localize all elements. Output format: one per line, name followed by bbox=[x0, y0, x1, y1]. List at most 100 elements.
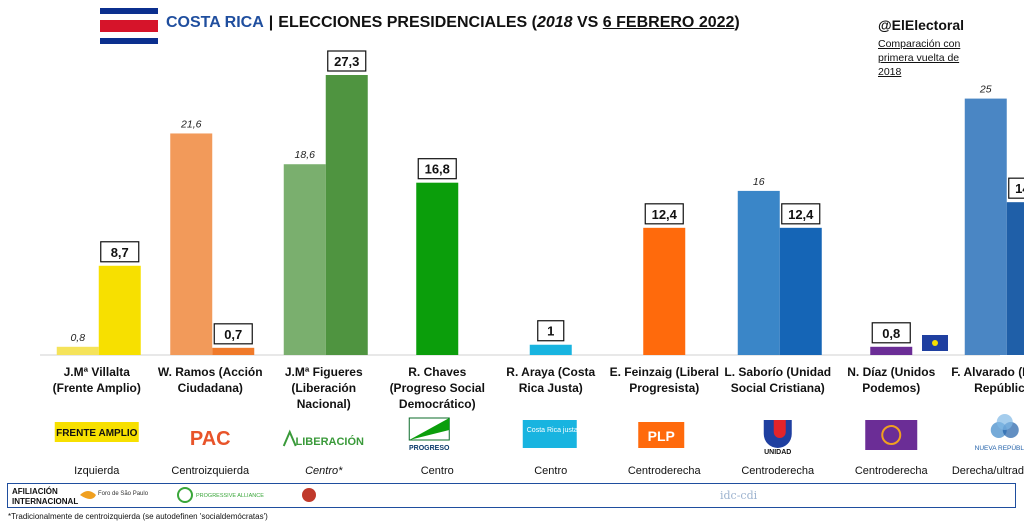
value-label-box bbox=[213, 323, 253, 345]
candidate-label: Nacional) bbox=[297, 397, 351, 411]
bar-2022 bbox=[212, 347, 255, 355]
bar-2022 bbox=[870, 346, 913, 355]
value-label-box bbox=[781, 203, 821, 225]
brand-subtitle: Comparación con primera vuelta de 2018 bbox=[878, 38, 961, 78]
value-label-box bbox=[644, 203, 684, 225]
costa-rica-flag bbox=[100, 8, 158, 44]
candidate-label: Podemos) bbox=[862, 381, 920, 395]
podemos-circle-icon bbox=[881, 425, 902, 445]
candidate-label: (Liberación bbox=[291, 381, 356, 395]
ideology-label: Centroderecha bbox=[628, 465, 702, 477]
title-suffix: ) bbox=[734, 14, 740, 31]
footnote: *Tradicionalmente de centroizquierda (se… bbox=[8, 512, 268, 521]
candidate-label: Democrático) bbox=[399, 397, 476, 411]
value-label-2018: 16 bbox=[753, 176, 765, 188]
ideology-label: Derecha/ultraderecha bbox=[952, 465, 1024, 477]
bar-2022 bbox=[529, 344, 572, 355]
value-label-2022: 16,8 bbox=[425, 162, 450, 177]
bar-2022 bbox=[779, 227, 822, 355]
party-logo-liberacion: LIBERACIÓN bbox=[296, 435, 365, 448]
socialist-international-icon bbox=[302, 488, 316, 502]
party-logo-text: FRENTE AMPLIO bbox=[56, 428, 138, 439]
bar-2018 bbox=[56, 346, 99, 355]
value-label-2022: 8,7 bbox=[111, 245, 129, 260]
party-logo-frente-amplio bbox=[54, 422, 139, 442]
affiliation-label-line1: AFILIACIÓN bbox=[12, 487, 58, 496]
bar-2018 bbox=[170, 133, 213, 355]
title-separator: | bbox=[268, 14, 274, 31]
party-logo-text: NUEVA REPÚBLICA bbox=[975, 443, 1024, 452]
star-icon bbox=[932, 340, 938, 346]
candidate-label: R. Araya (Costa bbox=[506, 365, 595, 379]
candidate-label: (Progreso Social bbox=[390, 381, 485, 395]
value-label-2022: 12,4 bbox=[652, 207, 678, 222]
ideology-label: Centroizquierda bbox=[171, 465, 250, 477]
value-label-2022: 12,4 bbox=[788, 207, 814, 222]
candidate-label: W. Ramos (Acción bbox=[158, 365, 263, 379]
affiliation-box bbox=[7, 483, 1016, 508]
party-logo-plp bbox=[638, 422, 685, 448]
unidad-shield-stripe-icon bbox=[773, 420, 786, 438]
foro-sao-paulo-icon bbox=[80, 491, 96, 499]
brand-handle: @ElElectoral bbox=[878, 17, 965, 33]
candidate-label: Progresista) bbox=[629, 381, 699, 395]
value-label-2018: 25 bbox=[979, 84, 992, 96]
ideology-label: Centro bbox=[421, 465, 454, 477]
bar-2022 bbox=[325, 75, 368, 355]
ideedi-logo: idc-cdi bbox=[720, 489, 758, 502]
value-label-2022: 0,8 bbox=[882, 326, 900, 341]
ideology-label: Centro* bbox=[305, 465, 343, 477]
value-label-2022: 14,9 bbox=[1015, 181, 1024, 196]
bar-2022 bbox=[98, 265, 141, 355]
candidate-label: J.Mª Villalta bbox=[64, 365, 131, 379]
progressive-alliance-text: PROGRESSIVE ALLIANCE bbox=[196, 493, 264, 499]
progreso-stripe-icon bbox=[409, 418, 450, 440]
value-label-2018: 0,8 bbox=[70, 332, 85, 344]
value-label-2022: 0,7 bbox=[224, 327, 242, 342]
liberacion-flag-icon bbox=[282, 429, 297, 447]
ideology-label: Centro bbox=[534, 465, 567, 477]
value-label-2018: 18,6 bbox=[295, 149, 316, 161]
party-logo-text: PLP bbox=[648, 428, 675, 444]
value-label-box bbox=[1008, 177, 1024, 199]
candidate-label: República) bbox=[974, 381, 1024, 395]
candidate-label: (Frente Amplio) bbox=[53, 381, 141, 395]
page-title: COSTA RICA | ELECCIONES PRESIDENCIALES (20… bbox=[166, 14, 740, 32]
candidate-label: Rica Justa) bbox=[519, 381, 583, 395]
bar-2022 bbox=[416, 182, 459, 355]
party-logo-pac: PAC bbox=[190, 428, 231, 450]
title-year-2018: 2018 bbox=[536, 14, 573, 31]
candidate-label: Social Cristiana) bbox=[731, 381, 825, 395]
value-label-2022: 1 bbox=[547, 324, 554, 339]
candidate-label: F. Alvarado (Nueva bbox=[951, 365, 1024, 379]
progressive-alliance-icon bbox=[177, 487, 193, 503]
value-label-box bbox=[327, 50, 367, 72]
title-vs: VS bbox=[572, 14, 603, 31]
ideology-label: Centroderecha bbox=[741, 465, 815, 477]
party-logo-costa-rica-justa bbox=[522, 420, 577, 448]
value-label-2018: 21,6 bbox=[180, 118, 202, 130]
value-label-2022: 27,3 bbox=[334, 54, 359, 69]
party-logo-text: Costa Rica justa bbox=[527, 427, 578, 434]
title-prefix: ELECCIONES PRESIDENCIALES ( bbox=[278, 14, 537, 31]
candidate-label: Ciudadana) bbox=[178, 381, 243, 395]
candidate-label: L. Saborío (Unidad bbox=[724, 365, 831, 379]
value-label-box bbox=[871, 322, 911, 344]
party-logo-text: UNIDAD bbox=[764, 449, 791, 456]
candidate-label: E. Feinzaig (Liberal bbox=[610, 365, 719, 379]
ideology-label: Izquierda bbox=[74, 465, 120, 477]
affiliation-label-line2: INTERNACIONAL bbox=[12, 497, 79, 506]
foro-sao-paulo-text: Foro de São Paulo bbox=[98, 491, 149, 497]
bar-2022 bbox=[1006, 202, 1024, 355]
bar-2022 bbox=[643, 227, 686, 355]
party-logo-text: PROGRESO bbox=[409, 445, 450, 452]
bar-2018 bbox=[737, 190, 780, 355]
affiliation-label: AFILIACIÓN INTERNACIONAL bbox=[12, 487, 78, 507]
value-label-box bbox=[417, 158, 457, 180]
party-logo-unidos-podemos bbox=[865, 420, 918, 450]
value-label-box bbox=[537, 320, 565, 342]
ideology-label: Centroderecha bbox=[855, 465, 929, 477]
title-date: 6 FEBRERO 2022 bbox=[602, 14, 735, 31]
value-label-box bbox=[100, 241, 140, 263]
